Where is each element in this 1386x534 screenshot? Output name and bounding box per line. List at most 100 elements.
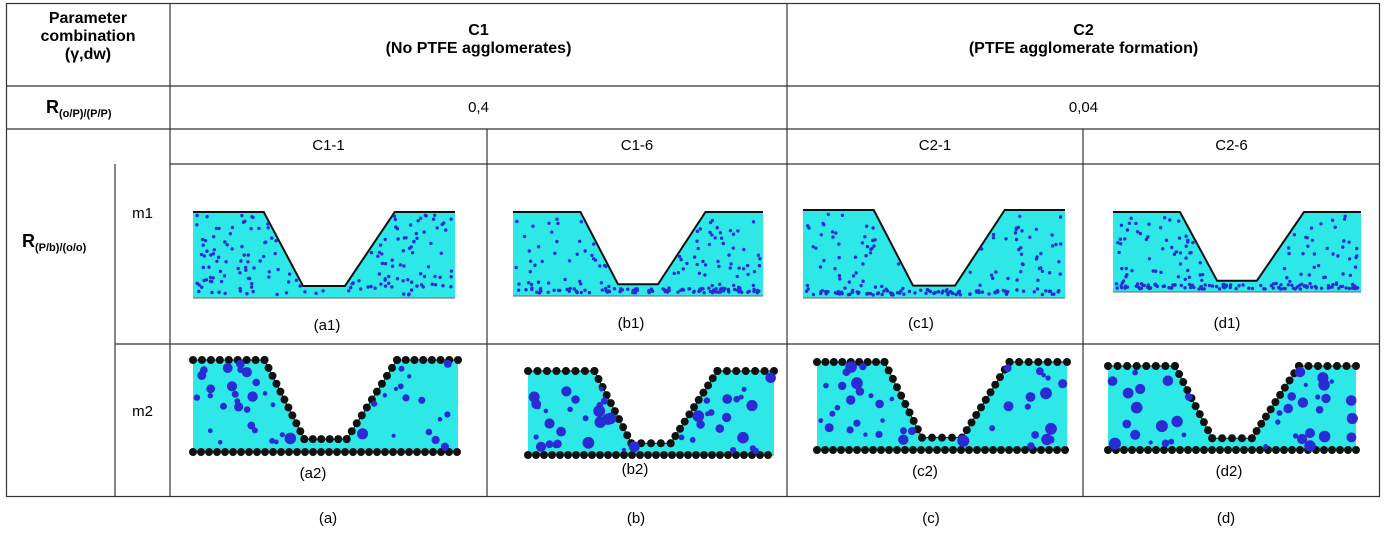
- particle: [398, 263, 403, 267]
- particle: [517, 282, 521, 286]
- particle: [826, 212, 830, 217]
- wall-bead: [893, 446, 901, 454]
- wall-bead: [264, 363, 273, 372]
- particle: [818, 265, 823, 269]
- particle: [197, 289, 201, 294]
- particle: [401, 249, 405, 253]
- particle: [600, 288, 604, 292]
- wall-bead: [1266, 405, 1275, 414]
- wall-bead: [619, 423, 628, 432]
- particle: [707, 409, 715, 416]
- wall-bead: [197, 448, 205, 456]
- wall-bead: [1179, 378, 1188, 387]
- case-header-3: C2-1: [918, 137, 952, 154]
- particle: [441, 284, 445, 288]
- particle: [366, 285, 370, 289]
- particle: [676, 271, 681, 275]
- wall-bead: [845, 446, 853, 454]
- particle: [224, 260, 228, 264]
- particle: [853, 255, 858, 259]
- particle: [913, 291, 917, 295]
- particle: [1115, 286, 1119, 290]
- particle: [1108, 437, 1121, 450]
- particle: [811, 292, 816, 297]
- particle: [575, 252, 579, 256]
- particle: [239, 259, 243, 263]
- wall-bead: [277, 448, 285, 456]
- particle: [1125, 228, 1130, 232]
- wall-bead: [229, 448, 237, 456]
- wall-bead: [1218, 434, 1227, 443]
- particle: [600, 397, 608, 405]
- particle: [514, 265, 518, 270]
- wall-bead: [189, 356, 197, 364]
- wall-bead: [668, 451, 676, 459]
- particle: [859, 362, 867, 371]
- particle: [1159, 226, 1163, 230]
- wall-bead: [1336, 446, 1344, 454]
- particle: [695, 239, 699, 243]
- particle: [241, 367, 252, 378]
- particle: [1291, 286, 1296, 290]
- wall-bead: [917, 446, 925, 454]
- wall-bead: [325, 435, 334, 444]
- particle: [731, 246, 735, 250]
- particle: [257, 226, 261, 231]
- row-m2-label: m2: [132, 403, 153, 420]
- wall-bead: [1161, 362, 1170, 370]
- particle: [868, 291, 873, 296]
- particle: [270, 236, 274, 240]
- particle: [1003, 401, 1014, 412]
- particle: [667, 286, 671, 290]
- wall-bead: [690, 403, 699, 412]
- wall-bead: [381, 448, 389, 456]
- particle: [665, 289, 669, 293]
- particle: [409, 288, 414, 292]
- particle: [805, 283, 810, 288]
- particle: [347, 289, 351, 293]
- wall-bead: [716, 451, 724, 459]
- particle: [407, 374, 412, 379]
- simulation-image-a2: [189, 356, 462, 456]
- particle: [840, 292, 844, 296]
- wall-bead: [1296, 446, 1304, 454]
- wall-bead: [732, 367, 741, 375]
- wall-bead: [901, 400, 910, 409]
- wall-bead: [700, 451, 708, 459]
- particle: [200, 366, 208, 374]
- particle: [294, 278, 299, 282]
- wall-bead: [1276, 390, 1285, 399]
- particle: [529, 259, 533, 263]
- wall-bead: [704, 381, 713, 390]
- particle: [245, 292, 249, 296]
- particle: [1054, 242, 1058, 247]
- particle: [449, 275, 453, 279]
- particle: [1336, 254, 1340, 258]
- particle: [806, 224, 810, 228]
- particle: [303, 290, 307, 294]
- wall-bead: [347, 427, 356, 436]
- particle: [238, 271, 242, 275]
- particle: [868, 393, 874, 399]
- particle: [603, 263, 607, 268]
- particle: [377, 250, 382, 255]
- wall-bead: [1352, 362, 1360, 370]
- wall-bead: [590, 367, 599, 375]
- particle: [409, 223, 413, 227]
- particle: [687, 287, 692, 291]
- wall-bead: [1175, 370, 1184, 379]
- particle: [1198, 273, 1202, 277]
- particle: [861, 262, 865, 266]
- particle: [553, 439, 562, 449]
- particle: [590, 253, 594, 258]
- particle: [1184, 256, 1188, 260]
- particle: [1262, 287, 1266, 291]
- particle: [1343, 214, 1347, 218]
- particle: [1172, 252, 1177, 256]
- wall-bead: [905, 408, 914, 417]
- particle: [1020, 229, 1024, 233]
- particle: [556, 426, 566, 437]
- particle: [583, 249, 587, 253]
- particle: [1144, 237, 1148, 242]
- particle: [833, 267, 837, 271]
